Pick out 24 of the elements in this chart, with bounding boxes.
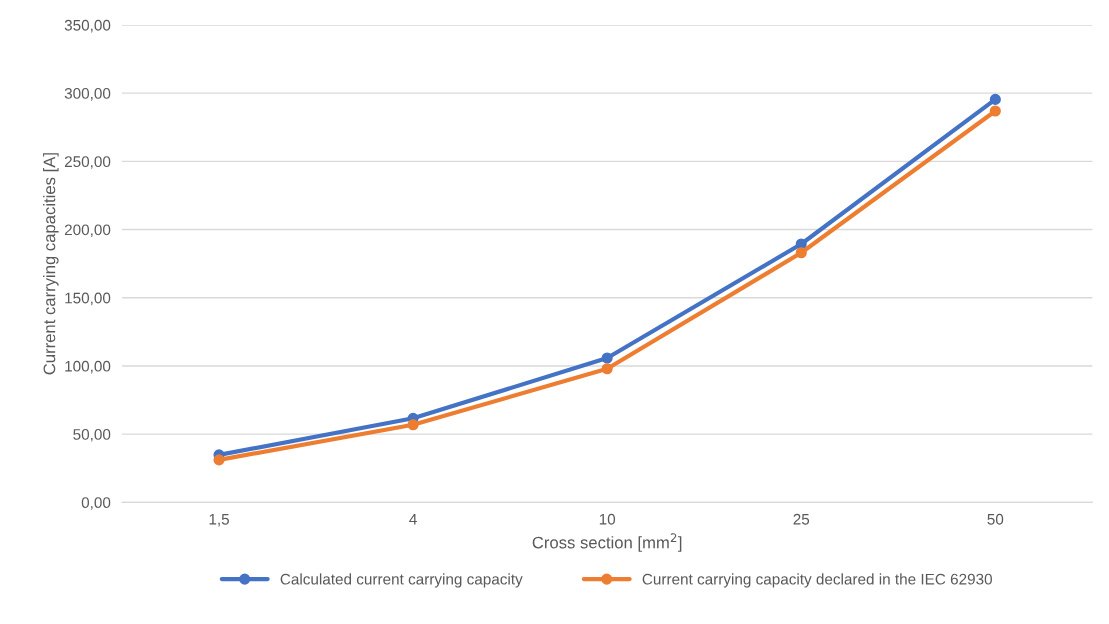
point (601, 363, 613, 375)
legend-label: Current carrying capacity declared in the IEC 62930 (642, 573, 992, 588)
legend-label: Calculated current carrying capacity (280, 573, 523, 588)
point (601, 352, 613, 364)
x-axis-title: Cross section [mm$^{2}$] (532, 533, 682, 552)
y-axis-title: Current carrying capacities [A] (43, 153, 59, 375)
x-tick-label: 1,5 (209, 513, 230, 527)
y-tick-label: 50,00 (73, 428, 111, 442)
point (213, 454, 225, 466)
y-tick-label: 200,00 (64, 224, 111, 238)
x-tick-label: 4 (409, 513, 417, 525)
point (989, 93, 1001, 105)
point (989, 105, 1001, 117)
y-tick-label: 300,00 (64, 88, 111, 101)
y-tick-label: 150,00 (65, 292, 111, 306)
point (407, 419, 419, 431)
y-tick-label: 0,00 (81, 497, 111, 510)
y-tick-label: 250,00 (64, 156, 111, 169)
y-tick-label: 100,00 (65, 360, 111, 374)
y-tick-label: 350,00 (64, 19, 111, 33)
point (795, 247, 807, 259)
x-tick-label: 10 (599, 513, 616, 525)
x-tick-label: 50 (987, 513, 1004, 525)
x-tick-label: 25 (793, 513, 810, 525)
